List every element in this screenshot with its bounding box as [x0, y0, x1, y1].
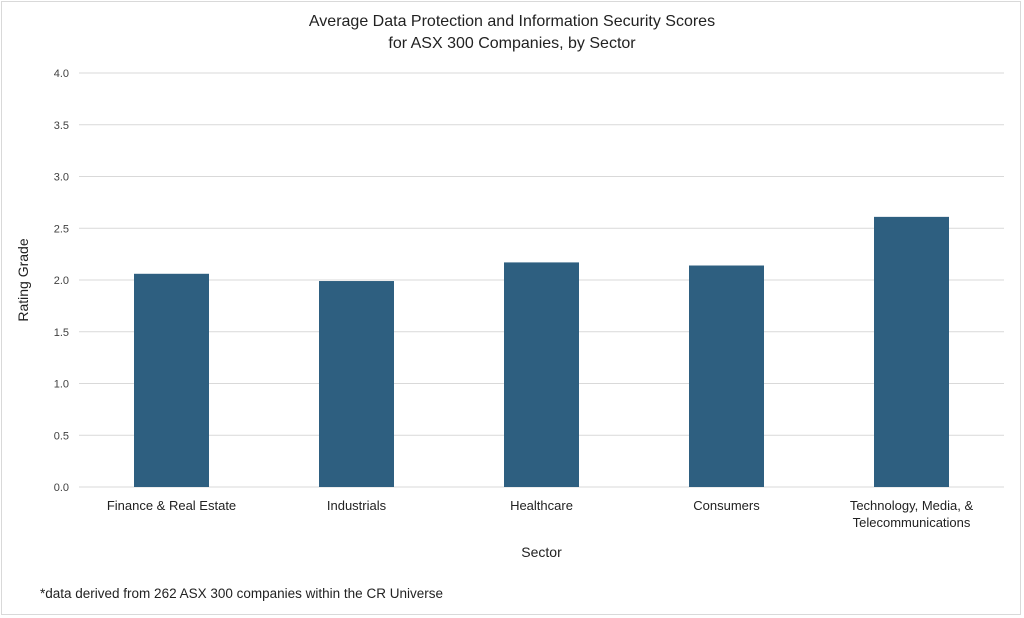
- y-tick-label: 4.0: [54, 68, 69, 80]
- x-tick-label: Healthcare: [510, 498, 573, 513]
- footnote: *data derived from 262 ASX 300 companies…: [40, 586, 443, 601]
- x-tick-label: Telecommunications: [853, 515, 971, 530]
- y-tick-label: 1.5: [54, 327, 69, 339]
- x-axis-title: Sector: [521, 544, 562, 560]
- x-tick-label: Industrials: [327, 498, 387, 513]
- y-tick-label: 2.5: [54, 223, 69, 235]
- x-tick-label: Consumers: [693, 498, 760, 513]
- y-tick-label: 2.0: [54, 275, 69, 287]
- bar-0: [134, 273, 209, 487]
- chart-title-line-1: Average Data Protection and Information …: [308, 13, 716, 30]
- chart-title: Average Data Protection and Information …: [0, 11, 1024, 55]
- bar-3: [689, 265, 764, 487]
- y-tick-label: 3.5: [54, 120, 69, 132]
- y-tick-label: 0.0: [54, 482, 69, 494]
- y-tick-label: 0.5: [54, 430, 69, 442]
- bar-4: [874, 216, 949, 488]
- chart-title-line-2: for ASX 300 Companies, by Sector: [388, 35, 636, 52]
- y-axis-title: Rating Grade: [15, 238, 31, 321]
- x-tick-label: Finance & Real Estate: [107, 498, 236, 513]
- bar-1: [319, 281, 394, 487]
- x-tick-label: Technology, Media, &: [850, 498, 974, 513]
- y-tick-label: 3.0: [54, 172, 69, 184]
- y-tick-label: 1.0: [54, 379, 69, 391]
- bar-2: [504, 262, 579, 487]
